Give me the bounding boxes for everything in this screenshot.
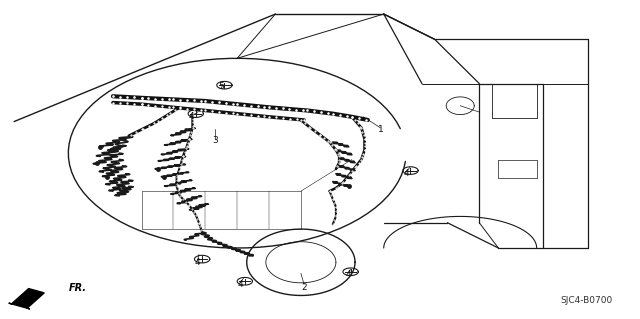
Text: 1: 1 (378, 125, 383, 134)
Text: 5: 5 (218, 82, 224, 91)
Text: SJC4-B0700: SJC4-B0700 (561, 296, 613, 305)
FancyArrow shape (9, 289, 44, 309)
Text: 4: 4 (237, 280, 243, 289)
Text: 4: 4 (188, 112, 194, 121)
Text: 4: 4 (195, 258, 200, 267)
Text: 4: 4 (403, 169, 409, 178)
Text: 2: 2 (301, 283, 307, 292)
Text: 3: 3 (212, 136, 218, 145)
Text: 4: 4 (346, 271, 351, 279)
Text: FR.: FR. (68, 283, 86, 293)
